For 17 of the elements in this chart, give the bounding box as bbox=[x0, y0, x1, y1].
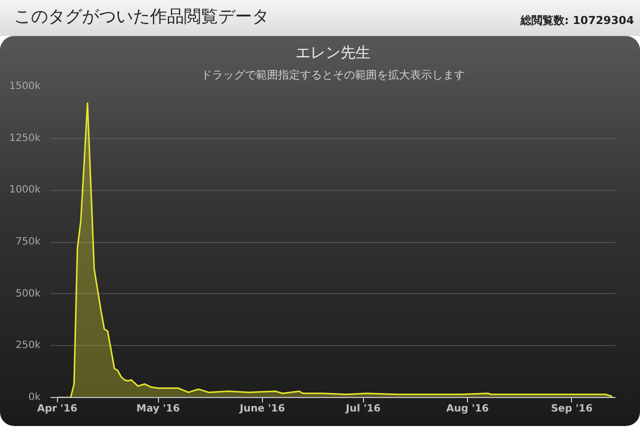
x-tick-label: June '16 bbox=[238, 404, 286, 414]
text: 総閲覧数: 10729304 bbox=[520, 13, 634, 29]
chart-title: エレン先生 bbox=[296, 44, 370, 62]
x-tick-label: Aug '16 bbox=[446, 404, 489, 414]
x-tick-label: Jul '16 bbox=[344, 404, 381, 414]
y-tick-label: 500k bbox=[16, 288, 41, 300]
y-tick-label: 250k bbox=[16, 340, 41, 352]
text: このタグがついた作品閲覧データ bbox=[14, 6, 269, 29]
y-tick-label: 1500k bbox=[9, 81, 41, 92]
y-tick-label: 750k bbox=[16, 236, 41, 248]
x-tick-label: May '16 bbox=[136, 404, 180, 414]
x-tick-label: Sep '16 bbox=[550, 404, 593, 414]
chart-subtitle: ドラッグで範囲指定するとその範囲を拡大表示します bbox=[201, 68, 465, 82]
y-tick-label: 0k bbox=[28, 392, 41, 403]
y-tick-label: 1000k bbox=[9, 184, 41, 196]
y-tick-label: 1250k bbox=[9, 132, 41, 144]
x-tick-label: Apr '16 bbox=[37, 404, 78, 414]
